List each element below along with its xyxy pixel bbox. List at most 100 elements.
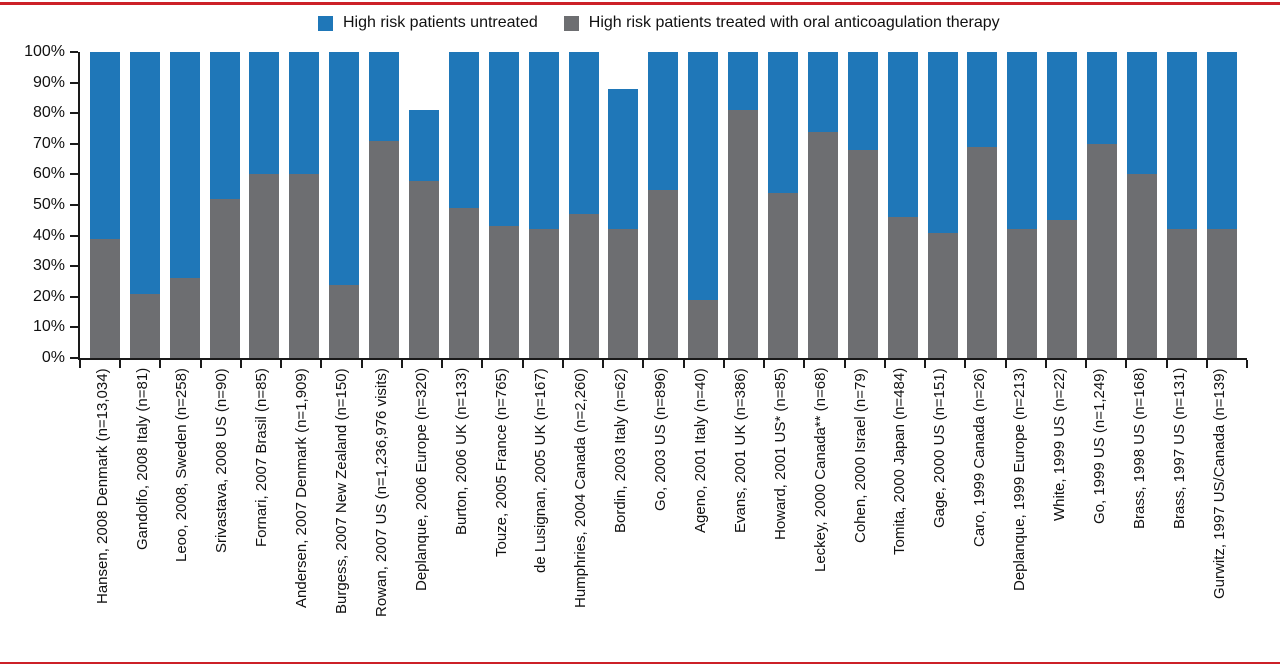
x-axis-tick	[1165, 360, 1168, 368]
bar	[568, 52, 599, 358]
y-axis-tick	[70, 142, 78, 145]
bar-segment-untreated	[1206, 52, 1237, 230]
legend-item-treated: High risk patients treated with oral ant…	[563, 14, 1000, 32]
x-axis-category-label: Leckey, 2000 Canada** (n=68)	[811, 368, 829, 573]
x-axis-category-label: Brass, 1998 US (n=168)	[1130, 368, 1148, 530]
bar	[807, 52, 838, 358]
bar	[249, 52, 280, 358]
x-label-slot: Caro, 1999 Canada (n=26)	[965, 368, 995, 658]
bar-segment-untreated	[448, 52, 479, 209]
bar	[329, 52, 360, 358]
x-label-slot: Brass, 1998 US (n=168)	[1125, 368, 1155, 658]
x-axis-category-label: Humphries, 2004 Canada (n=2,260)	[572, 368, 590, 608]
bar	[967, 52, 998, 358]
bar	[648, 52, 679, 358]
bar	[1206, 52, 1237, 358]
x-label-slot: Burgess, 2007 New Zealand (n=150)	[327, 368, 357, 658]
bar-segment-untreated	[488, 52, 519, 227]
bar-segment-treated	[409, 180, 440, 358]
x-axis-category-label: Ageno, 2001 Italy (n=40)	[692, 368, 709, 533]
bar-segment-untreated	[209, 52, 240, 199]
y-axis-tick-label: 50%	[32, 196, 65, 213]
bar-segment-treated	[887, 217, 918, 358]
bar	[608, 52, 639, 358]
bar	[927, 52, 958, 358]
bar-segment-treated	[528, 229, 559, 358]
bar-segment-treated	[927, 232, 958, 358]
bar	[1087, 52, 1118, 358]
y-axis-tick	[70, 295, 78, 298]
bar	[887, 52, 918, 358]
bar-segment-untreated	[967, 52, 998, 147]
bar	[289, 52, 320, 358]
x-axis-tick	[1085, 360, 1088, 368]
bar-segment-untreated	[847, 52, 878, 150]
x-axis-tick	[159, 360, 162, 368]
bar-segment-untreated	[887, 52, 918, 218]
y-axis-tick	[70, 81, 78, 84]
x-axis-category-label: Howard, 2001 US* (n=85)	[771, 368, 789, 541]
x-axis-tick	[481, 360, 484, 368]
bar	[847, 52, 878, 358]
x-label-slot: Go, 1999 US (n=1,249)	[1085, 368, 1115, 658]
bar-segment-untreated	[409, 110, 440, 181]
y-axis-tick	[70, 173, 78, 176]
x-axis-category-label: Cohen, 2000 Israel (n=79)	[851, 368, 869, 543]
legend-swatch-untreated	[318, 15, 333, 31]
x-axis-tick	[239, 360, 242, 368]
x-label-slot: Humphries, 2004 Canada (n=2,260)	[567, 368, 597, 658]
bar-segment-treated	[807, 131, 838, 358]
x-label-slot: Burton, 2006 UK (n=133)	[447, 368, 477, 658]
x-axis-category-label: Hansen, 2008 Denmark (n=13,034)	[93, 368, 111, 604]
bar	[728, 52, 759, 358]
bar-segment-treated	[249, 174, 280, 358]
bar-segment-untreated	[1127, 52, 1158, 175]
bar	[209, 52, 240, 358]
bar-segment-untreated	[369, 52, 400, 141]
x-axis-tick	[199, 360, 202, 368]
x-axis-tick	[602, 360, 605, 368]
x-label-slot: Fornari, 2007 Brasil (n=85)	[247, 368, 277, 658]
x-axis-tick	[843, 360, 846, 368]
bar-segment-untreated	[768, 52, 799, 193]
x-axis-category-label: Srivastava, 2008 US (n=90)	[213, 368, 231, 553]
x-label-slot: Touze, 2005 France (n=765)	[487, 368, 517, 658]
bar-segment-treated	[1087, 143, 1118, 358]
top-rule	[0, 2, 1280, 5]
y-axis-tick	[70, 265, 78, 268]
x-axis-tick	[1044, 360, 1047, 368]
x-axis-category-label: Bordin, 2003 Italy (n=62)	[612, 368, 630, 533]
legend: High risk patients untreated High risk pa…	[318, 14, 1026, 32]
x-axis-tick	[1125, 360, 1128, 368]
x-axis-category-label: de Lusignan, 2005 UK (n=167)	[532, 368, 550, 573]
bar-segment-treated	[169, 278, 200, 358]
x-axis-tick	[280, 360, 283, 368]
bar-segment-treated	[728, 110, 759, 358]
y-axis-tick-label: 10%	[32, 318, 65, 336]
bar-segment-untreated	[89, 52, 120, 239]
y-axis-tick-label: 30%	[32, 257, 65, 275]
x-label-slot: Gurwitz, 1997 US/Canada (n=139)	[1205, 368, 1235, 658]
y-axis-tick	[70, 204, 78, 206]
bar-segment-treated	[608, 229, 639, 358]
legend-label-untreated: High risk patients untreated	[343, 14, 538, 31]
x-axis-tick	[320, 360, 323, 368]
bar-segment-untreated	[688, 52, 719, 300]
bar	[169, 52, 200, 358]
legend-item-untreated: High risk patients untreated	[318, 14, 538, 32]
x-axis-category-label: Tomita, 2000 Japan (n=484)	[891, 368, 909, 556]
x-label-slot: de Lusignan, 2005 UK (n=167)	[527, 368, 557, 658]
bar-segment-treated	[448, 208, 479, 358]
y-axis-tick	[70, 326, 78, 329]
x-axis-tick	[883, 360, 886, 368]
bar-segment-untreated	[1047, 52, 1078, 221]
x-axis-category-label: Burton, 2006 UK (n=133)	[452, 368, 470, 536]
bar-segment-untreated	[129, 52, 160, 294]
y-axis-tick	[70, 51, 78, 53]
bar-segment-treated	[688, 299, 719, 358]
y-axis-tick-label: 70%	[32, 134, 65, 152]
legend-swatch-treated	[563, 15, 579, 31]
x-label-slot: Howard, 2001 US* (n=85)	[766, 368, 796, 658]
bar-segment-treated	[648, 189, 679, 358]
x-label-slot: Evans, 2001 UK (n=386)	[726, 368, 756, 658]
